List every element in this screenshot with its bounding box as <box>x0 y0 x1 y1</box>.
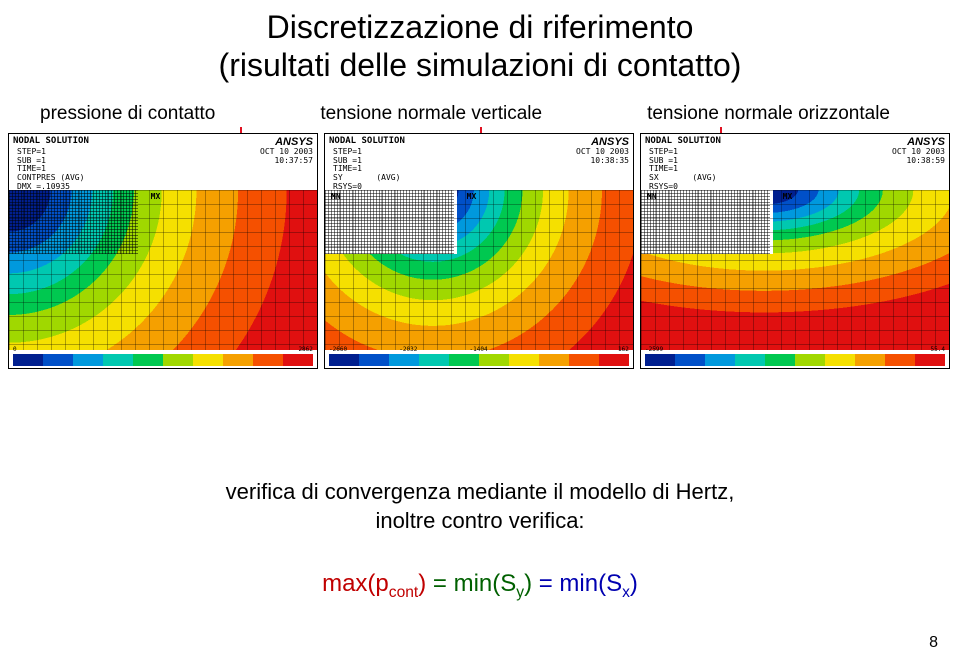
verification-text: verifica di convergenza mediante il mode… <box>0 478 960 535</box>
legend-ticks: -2660-2032-1404162 <box>329 346 629 354</box>
mx-marker: MX <box>783 192 793 201</box>
contour-plot-area: MX <box>9 190 317 350</box>
color-legend-bar <box>329 354 629 366</box>
mx-marker: MX <box>151 192 161 201</box>
fine-mesh-overlay <box>325 190 454 254</box>
mn-marker: MN <box>331 192 341 201</box>
mx-marker: MX <box>467 192 477 201</box>
legend-ticks: -259955.4 <box>645 346 945 354</box>
plot-header: NODAL SOLUTION ANSYS <box>325 134 633 148</box>
ansys-plot: NODAL SOLUTIONANSYSOCT 10 2003 10:37:57S… <box>8 133 318 369</box>
plot-solution-label: NODAL SOLUTION <box>329 136 405 148</box>
ansys-logo-text: ANSYS <box>907 136 945 148</box>
formula-part-green: = min(Sy) <box>433 570 532 597</box>
ansys-logo-text: ANSYS <box>591 136 629 148</box>
plot-solution-label: NODAL SOLUTION <box>645 136 721 148</box>
verify-line1: verifica di convergenza mediante il mode… <box>226 479 735 504</box>
ansys-plot: NODAL SOLUTIONANSYSOCT 10 2003 10:38:35S… <box>324 133 634 369</box>
column-labels: pressione di contatto tensione normale v… <box>0 85 960 125</box>
fine-mesh-overlay <box>641 190 770 254</box>
ansys-plot: NODAL SOLUTIONANSYSOCT 10 2003 10:38:59S… <box>640 133 950 369</box>
page-number: 8 <box>929 634 938 652</box>
ansys-logo-text: ANSYS <box>275 136 313 148</box>
formula-part-blue: = min(Sx) <box>539 570 638 597</box>
formula-part-red: max(pcont) <box>322 570 426 597</box>
plot-solution-label: NODAL SOLUTION <box>13 136 89 148</box>
verify-line2: inoltre contro verifica: <box>375 508 584 533</box>
label-pressure: pressione di contatto <box>40 103 215 125</box>
fine-mesh-overlay <box>9 190 138 254</box>
plot-header: NODAL SOLUTION ANSYS <box>641 134 949 148</box>
title-line2: (risultati delle simulazioni di contatto… <box>219 47 742 83</box>
mn-marker: MN <box>647 192 657 201</box>
label-horizontal-stress: tensione normale orizzontale <box>647 103 890 125</box>
slide-title: Discretizzazione di riferimento (risulta… <box>0 0 960 85</box>
label-vertical-stress: tensione normale verticale <box>320 103 542 125</box>
legend-ticks: 02862 <box>13 346 313 354</box>
contour-plot-area: MN MX <box>325 190 633 350</box>
color-legend-bar <box>13 354 313 366</box>
title-line1: Discretizzazione di riferimento <box>267 9 694 45</box>
plots-row: NODAL SOLUTIONANSYSOCT 10 2003 10:37:57S… <box>0 127 960 369</box>
formula: max(pcont) = min(Sy) = min(Sx) <box>0 570 960 602</box>
plot-header: NODAL SOLUTION ANSYS <box>9 134 317 148</box>
color-legend-bar <box>645 354 945 366</box>
contour-plot-area: MN MX <box>641 190 949 350</box>
